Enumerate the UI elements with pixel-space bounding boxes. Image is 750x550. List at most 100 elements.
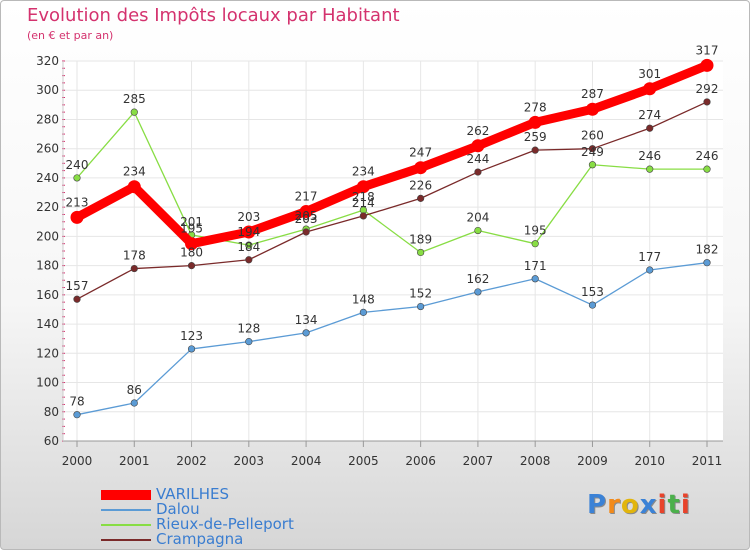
data-label-crampagna-2006: 226	[409, 178, 432, 192]
point-rieux-de-pelleport-2000	[73, 174, 81, 182]
point-crampagna-2009	[588, 145, 597, 153]
data-label-rieux-de-pelleport-2009: 249	[581, 145, 604, 159]
logo-letter: P	[587, 490, 608, 520]
data-label-rieux-de-pelleport-2005: 218	[352, 190, 375, 204]
point-crampagna-2000	[73, 295, 81, 303]
point-dalou-2010	[646, 266, 654, 274]
series-line-dalou	[76, 262, 708, 416]
point-dalou-2001	[130, 399, 138, 407]
x-tick-label-2005: 2005	[348, 454, 379, 468]
data-label-dalou-2009: 153	[581, 285, 604, 299]
point-dalou-2005	[359, 308, 367, 316]
y-tick-label-260: 260	[36, 142, 59, 156]
x-tick-label-2002: 2002	[176, 454, 207, 468]
data-label-rieux-de-pelleport-2008: 195	[524, 224, 547, 238]
series-line-crampagna	[76, 101, 708, 300]
data-label-dalou-2000: 78	[69, 395, 84, 409]
point-varilhes-2009	[585, 102, 599, 116]
data-label-rieux-de-pelleport-2007: 204	[466, 211, 489, 225]
x-tick-label-2009: 2009	[577, 454, 608, 468]
point-rieux-de-pelleport-2010	[646, 165, 654, 173]
point-varilhes-2011	[700, 58, 714, 72]
chart-subtitle: (en € et par an)	[27, 29, 114, 42]
point-crampagna-2001	[130, 264, 138, 273]
data-label-dalou-2002: 123	[180, 329, 203, 343]
data-label-rieux-de-pelleport-2010: 246	[638, 149, 661, 163]
x-tick-label-2003: 2003	[234, 454, 265, 468]
data-label-varilhes-2007: 262	[466, 124, 489, 138]
data-label-dalou-2005: 148	[352, 292, 375, 306]
proxiti-logo: Proxiti	[587, 490, 691, 520]
legend-label-crampagna: Crampagna	[156, 530, 244, 548]
point-crampagna-2006	[417, 194, 425, 202]
point-crampagna-2003	[245, 256, 253, 264]
data-label-crampagna-2005: 214	[352, 196, 375, 210]
data-label-crampagna-2001: 178	[123, 249, 146, 263]
point-varilhes-2003	[242, 225, 256, 239]
legend-swatch-dalou	[101, 509, 151, 511]
x-tick-label-2007: 2007	[463, 454, 494, 468]
data-label-rieux-de-pelleport-2001: 285	[123, 92, 146, 106]
point-dalou-2011	[703, 259, 711, 267]
data-label-rieux-de-pelleport-2000: 240	[66, 158, 89, 172]
data-label-varilhes-2006: 247	[409, 146, 432, 160]
point-rieux-de-pelleport-2001	[130, 108, 138, 116]
data-label-crampagna-2002: 180	[180, 246, 203, 260]
series-line-rieux-de-pelleport	[76, 111, 708, 254]
y-tick-label-240: 240	[36, 171, 59, 185]
y-tick-label-60: 60	[44, 434, 59, 448]
data-label-dalou-2008: 171	[524, 259, 547, 273]
data-label-varilhes-2011: 317	[696, 43, 719, 57]
data-label-dalou-2011: 182	[696, 243, 719, 257]
y-tick-label-140: 140	[36, 317, 59, 331]
series-layer	[70, 58, 714, 419]
x-tick-label-2004: 2004	[291, 454, 322, 468]
y-tick-label-320: 320	[36, 54, 59, 68]
legend: VARILHES Dalou Rieux-de-Pelleport Crampagna	[101, 485, 361, 548]
data-label-varilhes-2004: 217	[295, 190, 318, 204]
point-rieux-de-pelleport-2008	[531, 240, 539, 248]
point-dalou-2007	[474, 288, 482, 296]
data-label-rieux-de-pelleport-2002: 201	[180, 215, 203, 229]
point-rieux-de-pelleport-2006	[417, 248, 425, 257]
point-varilhes-2001	[127, 180, 141, 194]
point-crampagna-2007	[474, 168, 482, 176]
data-label-varilhes-2003: 203	[237, 210, 260, 224]
data-label-varilhes-2010: 301	[638, 67, 661, 81]
logo-letter: o	[620, 490, 640, 520]
x-tick-label-2006: 2006	[405, 454, 436, 468]
x-tick-label-2008: 2008	[520, 454, 551, 468]
legend-label-rieux-de-pelleport: Rieux-de-Pelleport	[156, 515, 294, 533]
data-label-crampagna-2008: 259	[524, 130, 547, 144]
y-tick-label-100: 100	[36, 376, 59, 390]
y-tick-label-300: 300	[36, 83, 59, 97]
legend-item-rieux-de-pelleport: Rieux-de-Pelleport	[101, 515, 361, 533]
logo-letter: x	[639, 490, 658, 520]
legend-item-crampagna: Crampagna	[101, 530, 361, 548]
data-label-dalou-2003: 128	[237, 322, 260, 336]
plot-area	[63, 61, 723, 441]
data-label-crampagna-2004: 203	[295, 212, 318, 226]
data-label-crampagna-2003: 184	[237, 240, 260, 254]
point-varilhes-2002	[185, 237, 199, 251]
data-label-crampagna-2009: 260	[581, 129, 604, 143]
legend-item-dalou: Dalou	[101, 500, 361, 518]
data-label-dalou-2004: 134	[295, 313, 318, 327]
point-dalou-2004	[302, 329, 310, 337]
data-label-rieux-de-pelleport-2004: 205	[295, 209, 318, 223]
data-label-rieux-de-pelleport-2011: 246	[696, 149, 719, 163]
axis-layer: 60 80 100 120 140 160 180 200 220 240 260 280 300 320…	[36, 54, 723, 468]
logo-letter: t	[667, 490, 681, 520]
legend-label-varilhes: VARILHES	[156, 485, 230, 503]
y-tick-label-80: 80	[44, 405, 59, 419]
x-tick-label-2000: 2000	[62, 454, 93, 468]
x-tick-label-2001: 2001	[119, 454, 150, 468]
point-crampagna-2008	[531, 146, 539, 154]
data-label-dalou-2010: 177	[638, 250, 661, 264]
series-line-varilhes	[72, 60, 712, 249]
legend-swatch-varilhes	[101, 490, 151, 500]
logo-letter: i	[680, 490, 691, 520]
legend-swatch-rieux-de-pelleport	[101, 524, 151, 526]
